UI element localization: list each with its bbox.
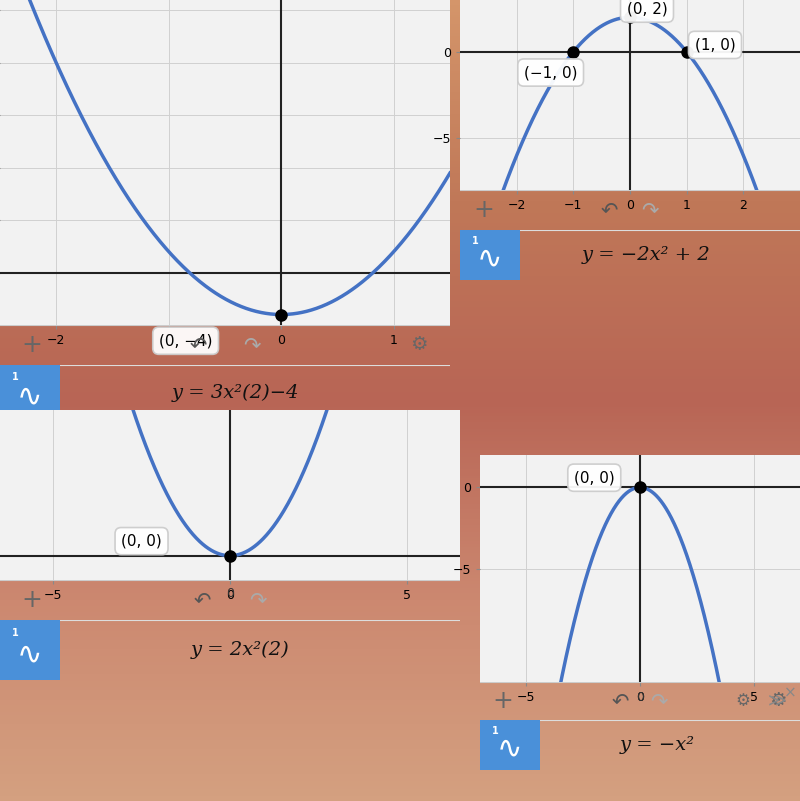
Text: ↶: ↶ <box>190 335 206 355</box>
Text: ↶: ↶ <box>601 200 618 220</box>
Text: ⚙: ⚙ <box>410 336 427 355</box>
Text: (0, 0): (0, 0) <box>121 533 162 549</box>
Text: (0, −4): (0, −4) <box>159 333 212 348</box>
Text: +: + <box>474 198 494 222</box>
Bar <box>460 230 520 280</box>
Text: ↷: ↷ <box>249 590 266 610</box>
Text: 1: 1 <box>12 628 18 638</box>
Text: ∿: ∿ <box>18 640 42 670</box>
Text: y = 2x²(2): y = 2x²(2) <box>190 641 290 659</box>
Text: (1, 0): (1, 0) <box>694 38 735 52</box>
Text: ↷: ↷ <box>243 335 261 355</box>
Bar <box>0 365 60 420</box>
Text: ∿: ∿ <box>18 382 42 412</box>
Text: 0: 0 <box>226 587 234 600</box>
Text: ⚙: ⚙ <box>769 691 786 710</box>
Bar <box>0 620 60 680</box>
Text: (0, 0): (0, 0) <box>574 470 614 485</box>
Text: ×: × <box>784 685 797 700</box>
Bar <box>480 720 540 770</box>
Text: 0: 0 <box>636 691 644 704</box>
Text: ↷: ↷ <box>650 691 668 711</box>
Text: y = −x²: y = −x² <box>619 736 694 754</box>
Text: 1: 1 <box>12 372 18 382</box>
Text: 1: 1 <box>492 726 498 736</box>
Text: ↶: ↶ <box>612 691 630 711</box>
Text: ∿: ∿ <box>498 735 522 763</box>
Text: +: + <box>22 588 42 612</box>
Text: (−1, 0): (−1, 0) <box>524 65 578 80</box>
Text: ∿: ∿ <box>478 244 502 273</box>
Text: (0, 2): (0, 2) <box>626 1 667 16</box>
Text: +: + <box>21 333 42 357</box>
Text: 1: 1 <box>472 236 478 246</box>
Text: ⚙: ⚙ <box>735 692 750 710</box>
Text: y = −2x² + 2: y = −2x² + 2 <box>582 246 710 264</box>
Text: ↶: ↶ <box>194 590 211 610</box>
Text: y = 3x²(2)−4: y = 3x²(2)−4 <box>172 384 299 401</box>
Text: ↷: ↷ <box>642 200 659 220</box>
Text: ≫: ≫ <box>768 692 787 710</box>
Text: +: + <box>492 689 513 713</box>
